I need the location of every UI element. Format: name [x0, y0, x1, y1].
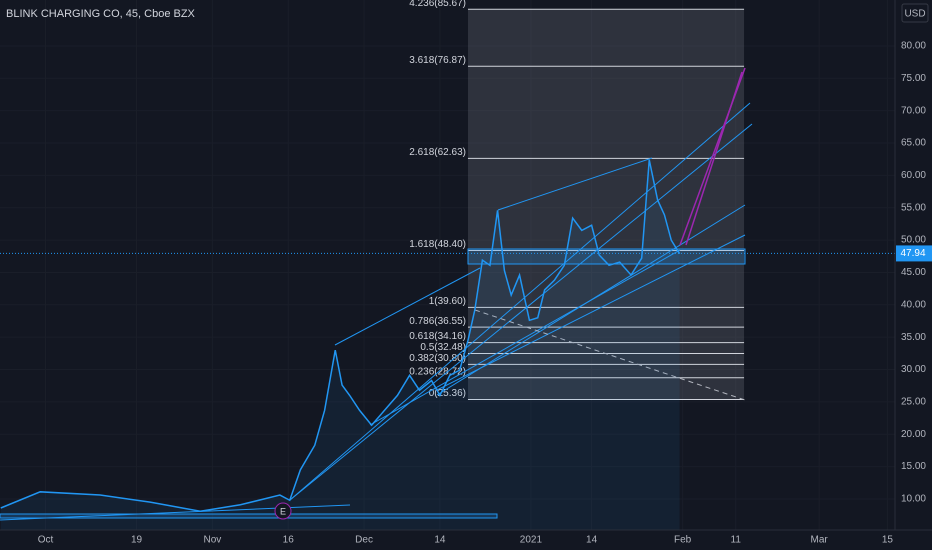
x-tick-label: Mar: [811, 535, 829, 546]
earnings-marker[interactable]: [274, 502, 292, 520]
y-tick-label: 75.00: [901, 73, 926, 84]
y-tick-label: 45.00: [901, 267, 926, 278]
x-tick-label: 11: [731, 535, 742, 546]
currency: USD: [904, 9, 925, 20]
x-tick-label: Nov: [203, 535, 221, 546]
x-tick-label: 14: [586, 535, 598, 546]
currency-box: [901, 3, 929, 23]
fib-label: 1.618(48.40): [409, 239, 466, 250]
fib-label: 0.5(32.48): [420, 342, 466, 353]
fib-label: 0.786(36.55): [409, 316, 466, 327]
fib-label: 1(39.60): [429, 296, 466, 307]
x-tick-label: 15: [882, 535, 894, 546]
fib-label: 0.382(30.80): [409, 353, 466, 364]
y-tick-label: 30.00: [901, 364, 926, 375]
y-tick-label: 60.00: [901, 170, 926, 181]
price-line: [0, 159, 681, 512]
y-tick-label: 40.00: [901, 299, 926, 310]
x-tick-label: 14: [434, 535, 446, 546]
grid: [0, 0, 895, 530]
y-tick-label: 10.00: [901, 494, 926, 505]
drawings: [0, 67, 753, 521]
plot: [0, 159, 895, 531]
fib-label: 0.618(34.16): [409, 331, 466, 342]
earnings-label: E: [280, 506, 286, 516]
last-price-label: 47.94: [900, 248, 925, 259]
fib-label: 0(25.36): [429, 388, 466, 399]
y-tick-label: 65.00: [901, 138, 926, 149]
trend-line: [334, 267, 481, 346]
chart-title: BLINK CHARGING CO, 45, Cboe BZX: [6, 8, 196, 20]
axes: 10.00 15.00 20.00 25.00 30.00 35.00 40.00 45.00…: [38, 41, 932, 546]
y-tick-label: 25.00: [901, 397, 926, 408]
x-tick-label: Oct: [38, 535, 54, 546]
projection-line: [685, 71, 743, 246]
fib-label: 4.236(85.67): [409, 0, 466, 9]
trend-line: [0, 504, 351, 521]
dashed-line: [474, 309, 746, 401]
price-axis: [895, 0, 932, 550]
trend-line: [497, 157, 653, 211]
y-tick-label: 55.00: [901, 202, 926, 213]
x-tick-label: 19: [131, 535, 143, 546]
y-tick-label: 15.00: [901, 461, 926, 472]
trend-line: [369, 249, 681, 426]
fib-label: 0.236(28.72): [409, 366, 466, 377]
y-tick-label: 20.00: [901, 429, 926, 440]
x-tick-label: Dec: [355, 535, 373, 546]
trend-line: [436, 234, 746, 391]
y-tick-label: 35.00: [901, 332, 926, 343]
x-tick-label: 2021: [520, 535, 543, 546]
fib-label: 3.618(76.87): [409, 55, 466, 66]
zone: [0, 513, 498, 519]
y-tick-label: 50.00: [901, 235, 926, 246]
y-tick-label: 80.00: [901, 41, 926, 52]
x-tick-label: Feb: [674, 535, 692, 546]
trend-line: [289, 102, 751, 501]
y-tick-label: 70.00: [901, 105, 926, 116]
x-tick-label: 16: [283, 535, 295, 546]
last-price-box: [896, 245, 932, 262]
price-area: [0, 159, 680, 531]
trend-line: [289, 123, 753, 501]
fib-label: 2.618(62.63): [409, 147, 466, 158]
